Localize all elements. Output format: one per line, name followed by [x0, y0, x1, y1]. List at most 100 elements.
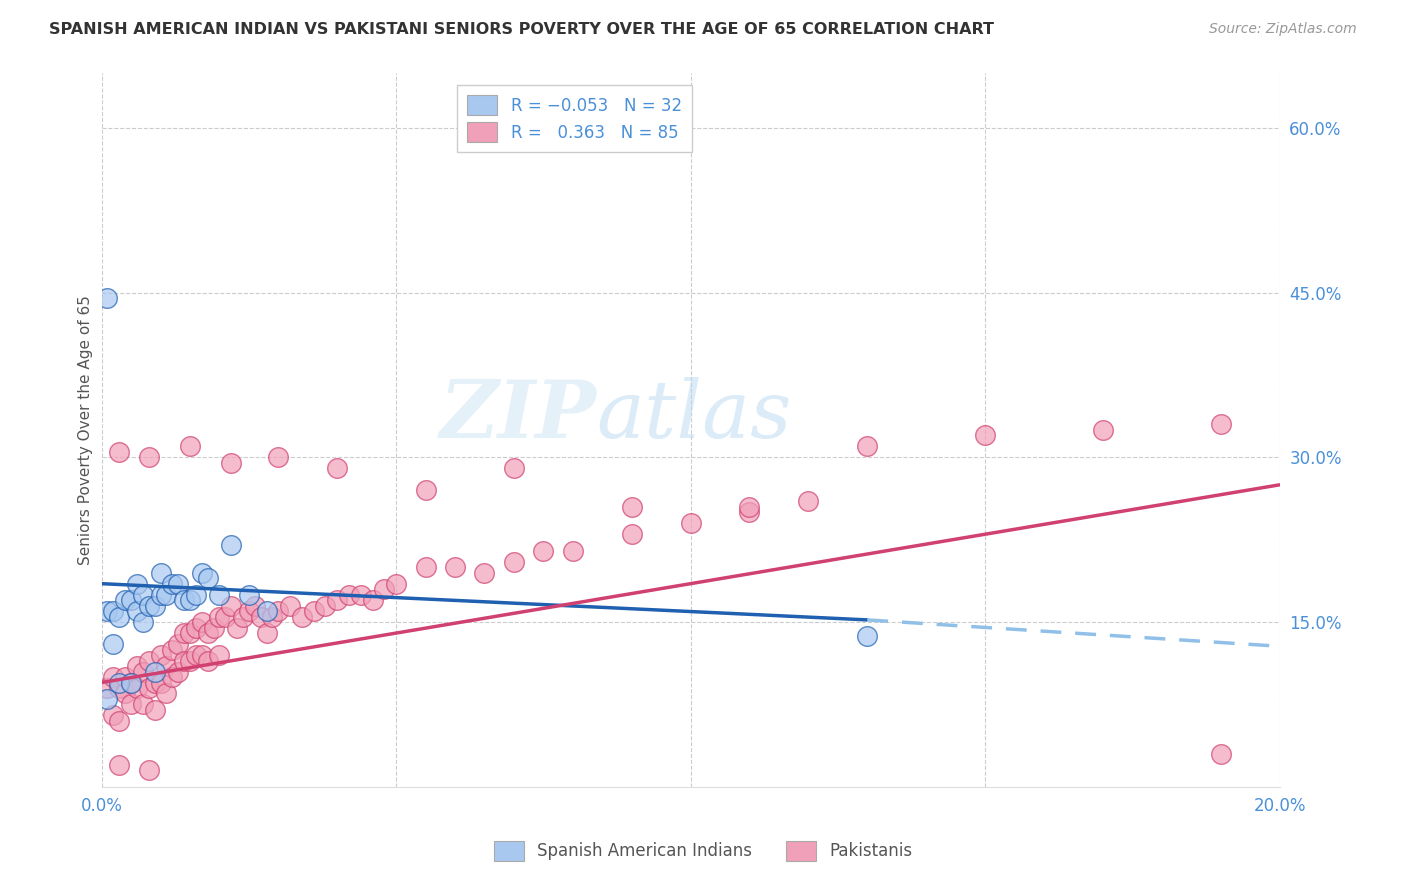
Point	[561, 543, 583, 558]
Point	[679, 516, 702, 531]
Point	[173, 654, 195, 668]
Point	[202, 621, 225, 635]
Text: ZIP: ZIP	[440, 377, 596, 454]
Point	[326, 461, 349, 475]
Point	[179, 654, 201, 668]
Point	[108, 609, 131, 624]
Point	[125, 659, 148, 673]
Point	[132, 698, 155, 712]
Point	[184, 648, 207, 662]
Point	[138, 450, 160, 465]
Point	[314, 599, 336, 613]
Legend: R = −0.053   N = 32, R =   0.363   N = 85: R = −0.053 N = 32, R = 0.363 N = 85	[457, 85, 692, 153]
Point	[267, 450, 290, 465]
Point	[120, 593, 142, 607]
Point	[361, 593, 384, 607]
Point	[125, 576, 148, 591]
Point	[103, 708, 125, 723]
Point	[108, 681, 131, 695]
Point	[256, 626, 278, 640]
Point	[162, 642, 184, 657]
Point	[190, 615, 212, 629]
Point	[291, 609, 314, 624]
Point	[197, 571, 219, 585]
Point	[190, 648, 212, 662]
Y-axis label: Seniors Poverty Over the Age of 65: Seniors Poverty Over the Age of 65	[79, 295, 93, 565]
Point	[302, 604, 325, 618]
Point	[155, 659, 177, 673]
Point	[1091, 423, 1114, 437]
Legend: Spanish American Indians, Pakistanis: Spanish American Indians, Pakistanis	[488, 834, 918, 868]
Point	[219, 599, 242, 613]
Point	[96, 692, 118, 706]
Point	[108, 445, 131, 459]
Text: atlas: atlas	[596, 377, 792, 454]
Point	[219, 538, 242, 552]
Point	[1209, 417, 1232, 432]
Point	[797, 494, 820, 508]
Point	[114, 593, 136, 607]
Point	[444, 560, 467, 574]
Point	[219, 456, 242, 470]
Point	[738, 505, 761, 519]
Point	[531, 543, 554, 558]
Point	[197, 626, 219, 640]
Point	[143, 599, 166, 613]
Point	[120, 675, 142, 690]
Point	[143, 675, 166, 690]
Point	[120, 675, 142, 690]
Point	[114, 670, 136, 684]
Point	[149, 566, 172, 580]
Text: Source: ZipAtlas.com: Source: ZipAtlas.com	[1209, 22, 1357, 37]
Text: SPANISH AMERICAN INDIAN VS PAKISTANI SENIORS POVERTY OVER THE AGE OF 65 CORRELAT: SPANISH AMERICAN INDIAN VS PAKISTANI SEN…	[49, 22, 994, 37]
Point	[120, 698, 142, 712]
Point	[337, 588, 360, 602]
Point	[149, 648, 172, 662]
Point	[262, 609, 284, 624]
Point	[167, 665, 190, 679]
Point	[138, 764, 160, 778]
Point	[214, 609, 236, 624]
Point	[738, 500, 761, 514]
Point	[167, 637, 190, 651]
Point	[162, 576, 184, 591]
Point	[208, 588, 231, 602]
Point	[103, 604, 125, 618]
Point	[173, 626, 195, 640]
Point	[1209, 747, 1232, 761]
Point	[620, 527, 643, 541]
Point	[132, 588, 155, 602]
Point	[114, 686, 136, 700]
Point	[350, 588, 373, 602]
Point	[208, 648, 231, 662]
Point	[474, 566, 496, 580]
Point	[385, 576, 408, 591]
Point	[232, 609, 254, 624]
Point	[125, 604, 148, 618]
Point	[108, 675, 131, 690]
Point	[143, 703, 166, 717]
Point	[179, 593, 201, 607]
Point	[96, 291, 118, 305]
Point	[243, 599, 266, 613]
Point	[184, 588, 207, 602]
Point	[620, 500, 643, 514]
Point	[326, 593, 349, 607]
Point	[143, 665, 166, 679]
Point	[155, 588, 177, 602]
Point	[502, 555, 524, 569]
Point	[267, 604, 290, 618]
Point	[190, 566, 212, 580]
Point	[415, 483, 437, 498]
Point	[184, 621, 207, 635]
Point	[238, 604, 260, 618]
Point	[173, 593, 195, 607]
Point	[167, 576, 190, 591]
Point	[125, 681, 148, 695]
Point	[108, 714, 131, 728]
Point	[96, 681, 118, 695]
Point	[108, 757, 131, 772]
Point	[132, 665, 155, 679]
Point	[249, 609, 271, 624]
Point	[238, 588, 260, 602]
